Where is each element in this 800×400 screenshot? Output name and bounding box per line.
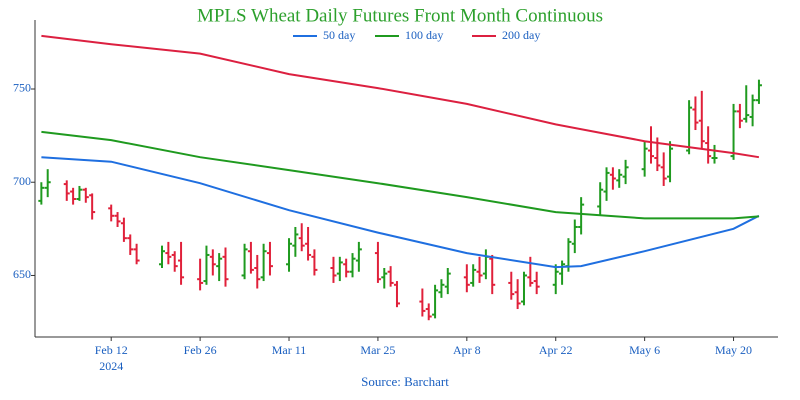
x-tick-label: Apr 22 xyxy=(539,343,573,357)
ohlc-bar xyxy=(476,256,483,283)
x-tick-label: Apr 8 xyxy=(453,343,481,357)
ohlc-bar xyxy=(520,271,527,306)
ohlc-bar xyxy=(197,258,204,291)
ohlc-bar xyxy=(63,180,70,201)
ohlc-bar xyxy=(425,303,432,321)
ohlc-bar xyxy=(616,169,623,188)
ohlc-bar xyxy=(387,266,394,287)
ohlc-bar xyxy=(343,258,350,278)
ohlc-bar xyxy=(603,167,610,201)
ohlc-bar xyxy=(133,243,140,265)
legend-label: 50 day xyxy=(323,28,355,42)
ohlc-bar xyxy=(393,281,400,308)
ohlc-bar xyxy=(470,264,477,287)
ohlc-bar xyxy=(527,256,534,287)
ohlc-bar xyxy=(698,90,705,149)
ohlc-bar xyxy=(241,243,248,280)
ohlc-bar xyxy=(711,144,718,164)
ohlc-bar xyxy=(247,241,254,274)
ohlc-bar xyxy=(209,249,216,276)
ohlc-bar xyxy=(178,241,185,285)
ohlc-bar xyxy=(127,234,134,255)
ma-line xyxy=(41,156,760,269)
ohlc-bar xyxy=(266,241,273,276)
ohlc-bar xyxy=(254,254,261,289)
ohlc-bar xyxy=(222,247,229,287)
ohlc-bar xyxy=(38,182,45,205)
x-tick-label: May 20 xyxy=(715,343,752,357)
x-year-label: 2024 xyxy=(99,359,123,373)
ohlc-bar xyxy=(597,182,604,216)
chart-title: MPLS Wheat Daily Futures Front Month Con… xyxy=(197,5,603,26)
ohlc-bar xyxy=(286,238,293,272)
ohlc-bar xyxy=(622,159,629,185)
ohlc-bar xyxy=(114,212,121,227)
ohlc-bar xyxy=(705,126,712,164)
ohlc-bar xyxy=(216,253,223,282)
x-tick-label: Mar 25 xyxy=(360,343,395,357)
ohlc-bar xyxy=(660,152,667,186)
y-tick-label: 700 xyxy=(13,174,31,188)
ohlc-bar xyxy=(336,256,343,282)
ohlc-bar xyxy=(70,187,77,205)
ohlc-bar xyxy=(108,204,115,222)
ohlc-bar xyxy=(508,271,515,300)
ohlc-bar xyxy=(330,256,337,283)
ohlc-bar xyxy=(311,249,318,276)
ohlc-bar xyxy=(76,185,83,201)
ohlc-bar xyxy=(730,103,737,160)
x-tick-label: Feb 12 xyxy=(95,343,128,357)
ohlc-bar xyxy=(692,96,699,131)
ohlc-bar xyxy=(552,264,559,295)
ohlc-bar xyxy=(305,226,312,261)
ohlc-bar xyxy=(514,279,521,310)
ma-line xyxy=(41,130,759,220)
ohlc-bar xyxy=(159,245,166,269)
ohlc-bar xyxy=(667,141,674,183)
y-tick-label: 650 xyxy=(13,267,31,281)
source: Source: Barchart xyxy=(361,374,449,389)
ohlc-bar xyxy=(571,219,578,254)
ohlc-bar xyxy=(755,79,762,104)
ohlc-bar xyxy=(171,251,178,272)
ohlc-bar xyxy=(749,94,756,127)
ohlc-bar xyxy=(419,288,426,317)
ohlc-bar xyxy=(82,187,89,203)
ohlc-bar xyxy=(89,193,96,220)
ohlc-bar xyxy=(165,241,172,265)
ohlc-bar xyxy=(609,167,616,190)
ohlc-bar xyxy=(578,197,585,235)
ohlc-bar xyxy=(533,271,540,295)
ohlc-bar xyxy=(444,268,451,295)
ohlc-bar xyxy=(203,245,210,285)
ma-line xyxy=(41,34,760,159)
ohlc-bar xyxy=(559,260,566,285)
ohlc-bar xyxy=(374,241,381,283)
ohlc-bar xyxy=(355,241,362,272)
ohlc-bar xyxy=(438,279,445,298)
ohlc-bar xyxy=(641,141,648,177)
ohlc-bar xyxy=(120,217,127,242)
legend-label: 200 day xyxy=(502,28,540,42)
y-tick-label: 750 xyxy=(13,81,31,95)
ohlc-bar xyxy=(489,254,496,295)
ohlc-bar xyxy=(298,223,305,252)
x-tick-label: Feb 26 xyxy=(184,343,217,357)
ohlc-bar xyxy=(482,249,489,280)
ohlc-bar xyxy=(292,226,299,257)
ohlc-bar xyxy=(381,268,388,289)
ohlc-bar xyxy=(349,253,356,278)
ohlc-bar xyxy=(260,243,267,282)
ohlc-bar xyxy=(736,103,743,129)
ohlc-bar xyxy=(743,85,750,123)
ohlc-bar xyxy=(686,100,693,155)
ohlc-bar xyxy=(44,169,51,198)
ohlc-bar xyxy=(432,284,439,319)
legend-label: 100 day xyxy=(405,28,443,42)
x-tick-label: May 6 xyxy=(629,343,660,357)
ohlc-bar xyxy=(463,264,470,293)
x-tick-label: Mar 11 xyxy=(272,343,307,357)
ohlc-bar xyxy=(647,126,654,164)
